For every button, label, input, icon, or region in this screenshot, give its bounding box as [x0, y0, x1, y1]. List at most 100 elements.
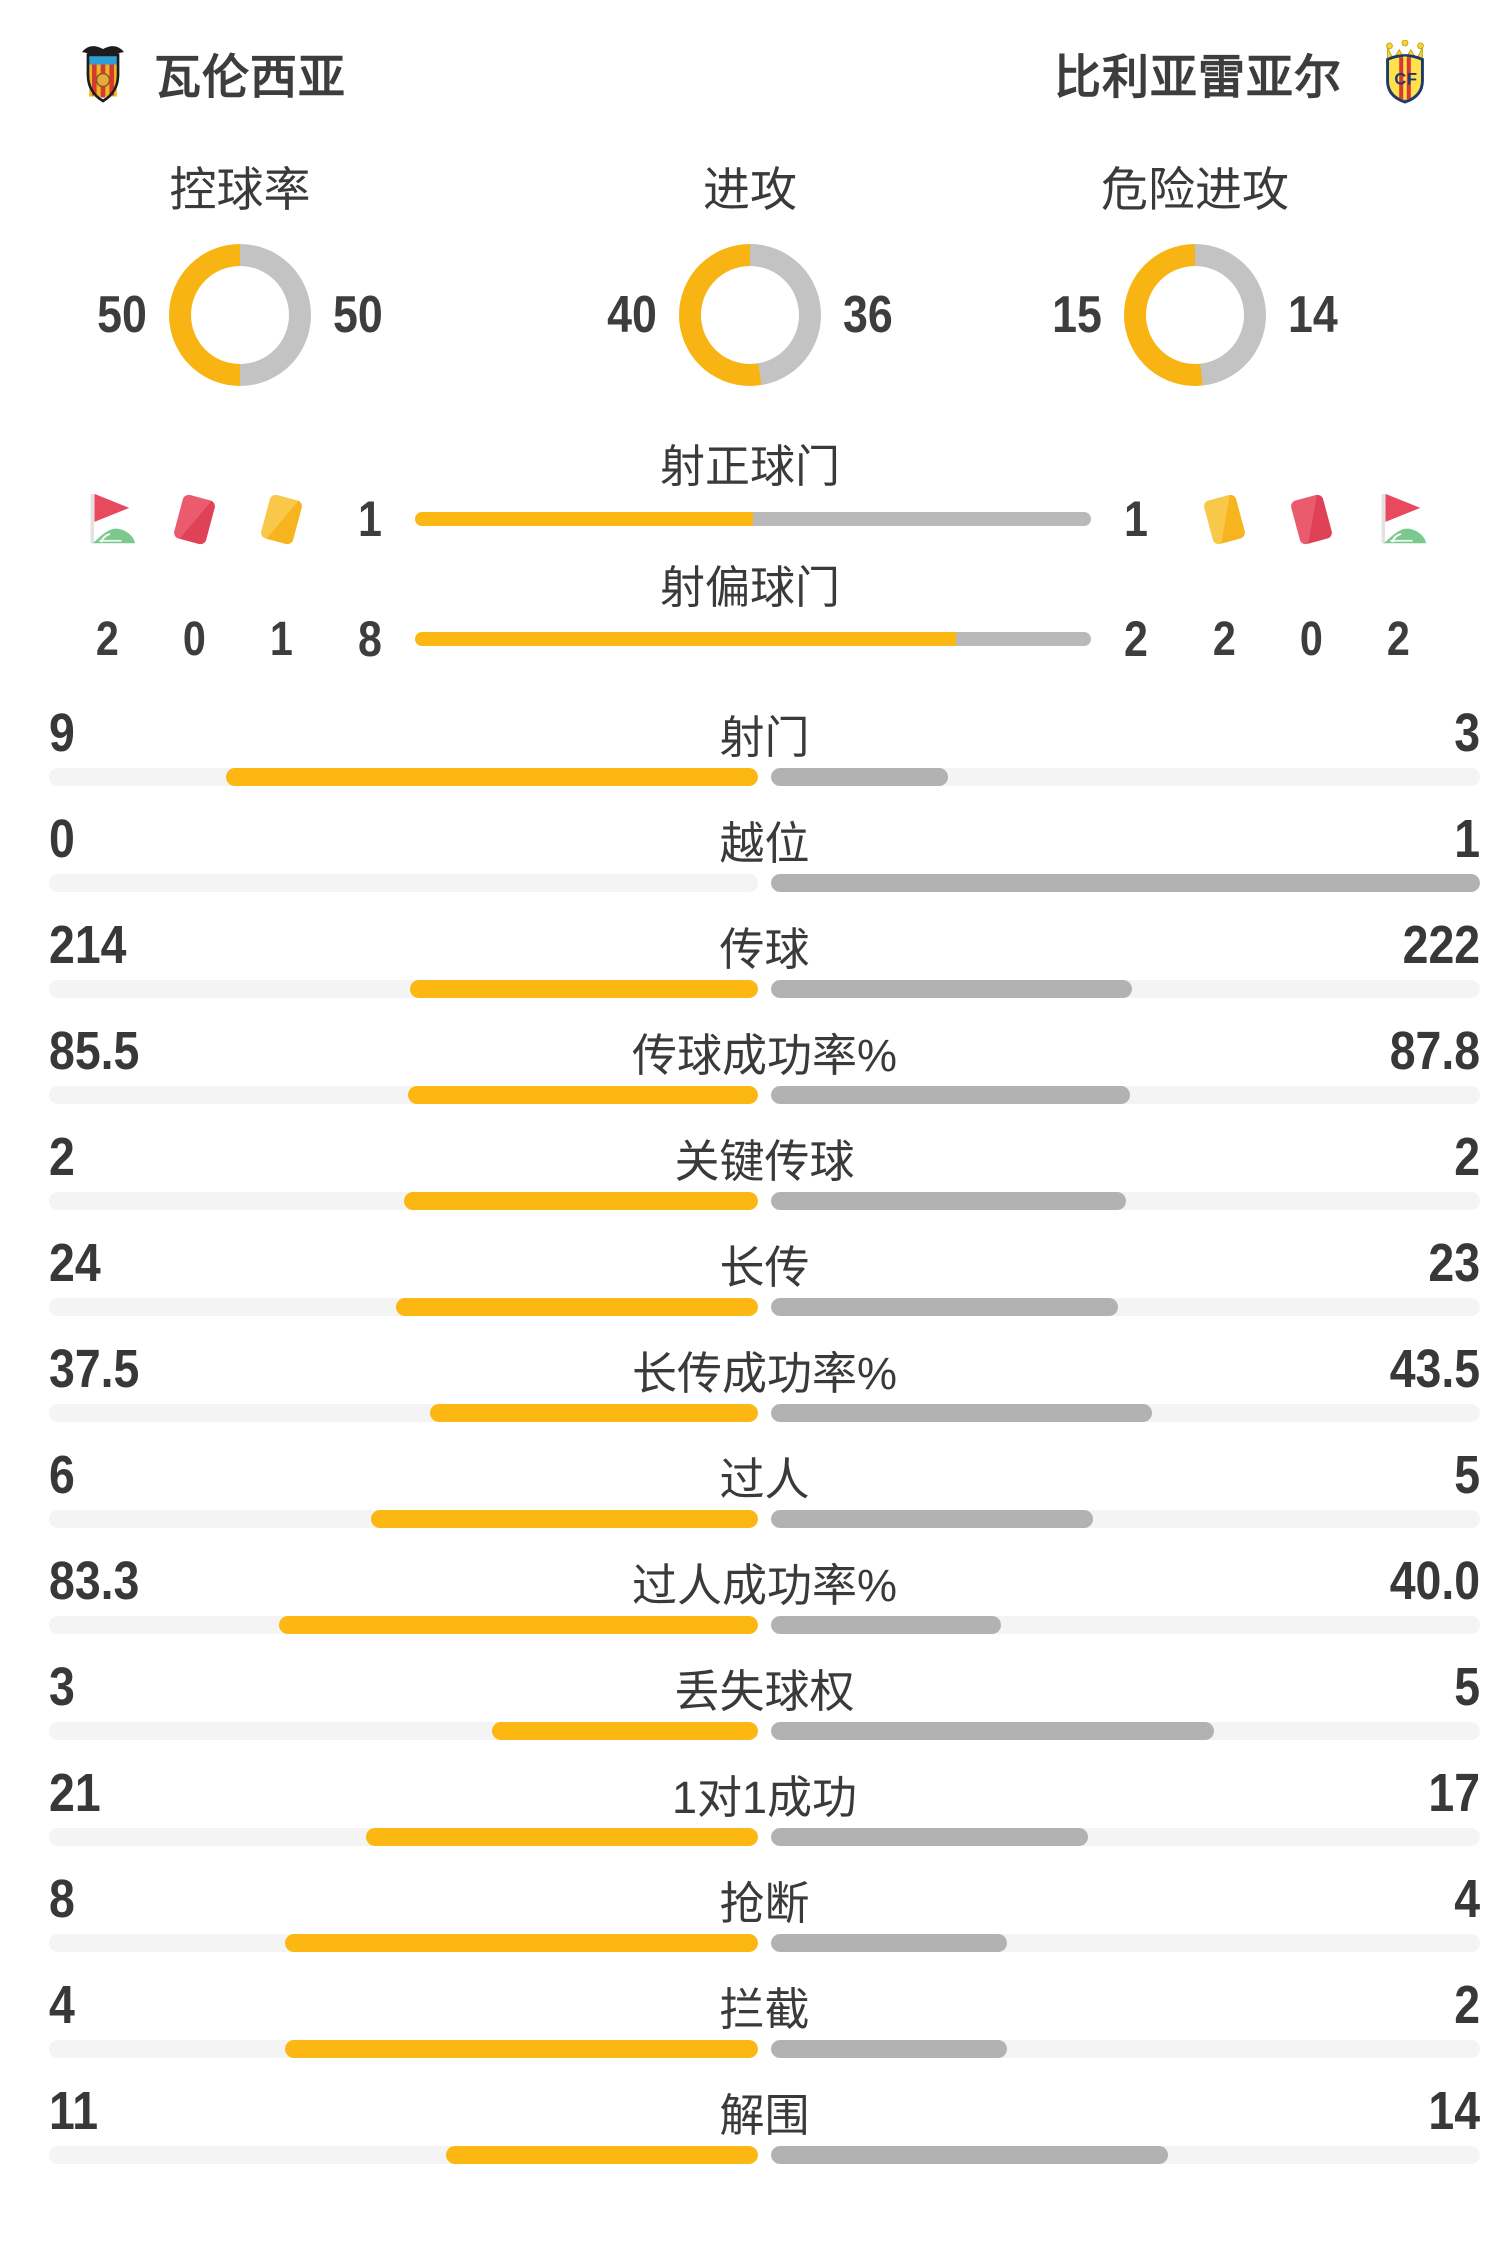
stat-label: 传球成功率% [631, 1029, 897, 1081]
stat-label: 射门 [719, 711, 810, 763]
stat-label: 长传 [719, 1241, 810, 1293]
stat-bar [49, 2040, 1480, 2058]
stat-away-value: 14 [1428, 2081, 1480, 2141]
stat-home-value: 24 [49, 1233, 101, 1293]
stat-away-value: 43.5 [1389, 1339, 1480, 1399]
stat-row: 9 射门 3 [49, 703, 1480, 810]
stat-bar [49, 1298, 1480, 1316]
stat-row: 24 长传 23 [49, 1233, 1480, 1340]
stat-label: 传球 [719, 923, 810, 975]
stat-away-value: 4 [1454, 1869, 1480, 1929]
stat-label: 越位 [719, 817, 810, 869]
donut-away-value: 14 [1288, 286, 1338, 344]
away-red-cards-count: 0 [1300, 612, 1323, 666]
donut-title: 控球率 [169, 163, 311, 216]
donut-title: 危险进攻 [1101, 163, 1289, 216]
stat-home-value: 3 [49, 1657, 75, 1717]
svg-text:F: F [1407, 71, 1417, 89]
stat-label: 拦截 [719, 1983, 810, 2035]
donut-home-value: 15 [1052, 286, 1102, 344]
stat-bar [49, 768, 1480, 786]
stat-away-value: 222 [1402, 915, 1480, 975]
donut-attacks: 进攻 40 36 [510, 162, 990, 386]
stat-home-value: 21 [49, 1763, 101, 1823]
stat-bar [49, 980, 1480, 998]
stat-bar [49, 1086, 1480, 1104]
shots-on-target-title: 射正球门 [659, 441, 840, 492]
stat-away-value: 17 [1428, 1763, 1480, 1823]
shots-off-target-bar [415, 632, 1091, 646]
shots-on-away-value: 1 [1124, 491, 1148, 547]
valencia-crest-icon [82, 46, 124, 103]
stat-bar [49, 1192, 1480, 1210]
stat-row: 6 过人 5 [49, 1445, 1480, 1552]
stat-row: 83.3 过人成功率% 40.0 [49, 1551, 1480, 1658]
stat-row: 3 丢失球权 5 [49, 1657, 1480, 1764]
stat-label: 过人 [719, 1453, 810, 1505]
shots-off-away-value: 2 [1124, 611, 1148, 667]
stat-away-value: 87.8 [1389, 1021, 1480, 1081]
away-corners-count: 2 [1387, 612, 1410, 666]
stat-row: 2 关键传球 2 [49, 1127, 1480, 1234]
corner-flag-icon [64, 489, 151, 549]
stat-label: 关键传球 [674, 1135, 855, 1187]
stat-label: 抢断 [719, 1877, 810, 1929]
stat-away-value: 5 [1454, 1657, 1480, 1717]
stat-row: 8 抢断 4 [49, 1869, 1480, 1976]
donut-away-value: 36 [843, 286, 893, 344]
shots-on-target-row: 1 1 [0, 486, 1500, 552]
stat-home-value: 0 [49, 809, 75, 869]
red-card-icon [151, 492, 238, 546]
stat-home-value: 37.5 [49, 1339, 140, 1399]
stat-away-value: 3 [1454, 703, 1480, 763]
donut-home-value: 40 [607, 286, 657, 344]
stat-row: 11 解围 14 [49, 2081, 1480, 2188]
stat-home-value: 9 [49, 703, 75, 763]
stat-row: 37.5 长传成功率% 43.5 [49, 1339, 1480, 1446]
stat-row: 21 1对1成功 17 [49, 1763, 1480, 1870]
stat-away-value: 1 [1454, 809, 1480, 869]
stat-bar [49, 1722, 1480, 1740]
svg-text:C: C [1394, 71, 1406, 89]
stat-label: 解围 [719, 2089, 810, 2141]
home-yellow-cards-count: 1 [270, 612, 293, 666]
team-header: 瓦伦西亚 比利亚雷亚尔 C F [0, 38, 1500, 108]
shots-off-target-title: 射偏球门 [659, 562, 840, 613]
stat-bar [49, 1510, 1480, 1528]
stat-row: 85.5 传球成功率% 87.8 [49, 1021, 1480, 1128]
stat-bar [49, 1404, 1480, 1422]
stat-home-value: 6 [49, 1445, 75, 1505]
stat-home-value: 4 [49, 1975, 75, 2035]
donut-ring [1124, 244, 1266, 386]
stat-bar [49, 2146, 1480, 2164]
stat-bar [49, 1934, 1480, 1952]
stats-list: 9 射门 3 0 越位 1 214 传球 [49, 703, 1480, 2188]
donut-ring [679, 244, 821, 386]
stat-home-value: 2 [49, 1127, 75, 1187]
yellow-card-icon [238, 492, 325, 546]
shots-off-home-value: 8 [358, 611, 382, 667]
away-team-name: 比利亚雷亚尔 [1054, 50, 1342, 104]
stat-label: 长传成功率% [631, 1347, 897, 1399]
stat-row: 0 越位 1 [49, 809, 1480, 916]
stat-away-value: 2 [1454, 1127, 1480, 1187]
shots-on-target-bar [415, 512, 1091, 526]
away-yellow-cards-count: 2 [1213, 612, 1236, 666]
home-corners-count: 2 [96, 612, 119, 666]
stat-bar [49, 1828, 1480, 1846]
stat-away-value: 23 [1428, 1233, 1480, 1293]
shots-on-home-value: 1 [358, 491, 382, 547]
stat-label: 过人成功率% [631, 1559, 897, 1611]
home-team-name: 瓦伦西亚 [154, 50, 346, 104]
stat-home-value: 214 [49, 915, 127, 975]
stat-away-value: 2 [1454, 1975, 1480, 2035]
donut-dangerous-attacks: 危险进攻 15 14 [955, 162, 1435, 386]
stat-row: 214 传球 222 [49, 915, 1480, 1022]
yellow-card-icon [1181, 492, 1268, 546]
villarreal-crest-icon: C F [1386, 40, 1424, 104]
stat-row: 4 拦截 2 [49, 1975, 1480, 2082]
home-red-cards-count: 0 [183, 612, 206, 666]
stat-home-value: 11 [49, 2081, 99, 2141]
stat-home-value: 8 [49, 1869, 75, 1929]
